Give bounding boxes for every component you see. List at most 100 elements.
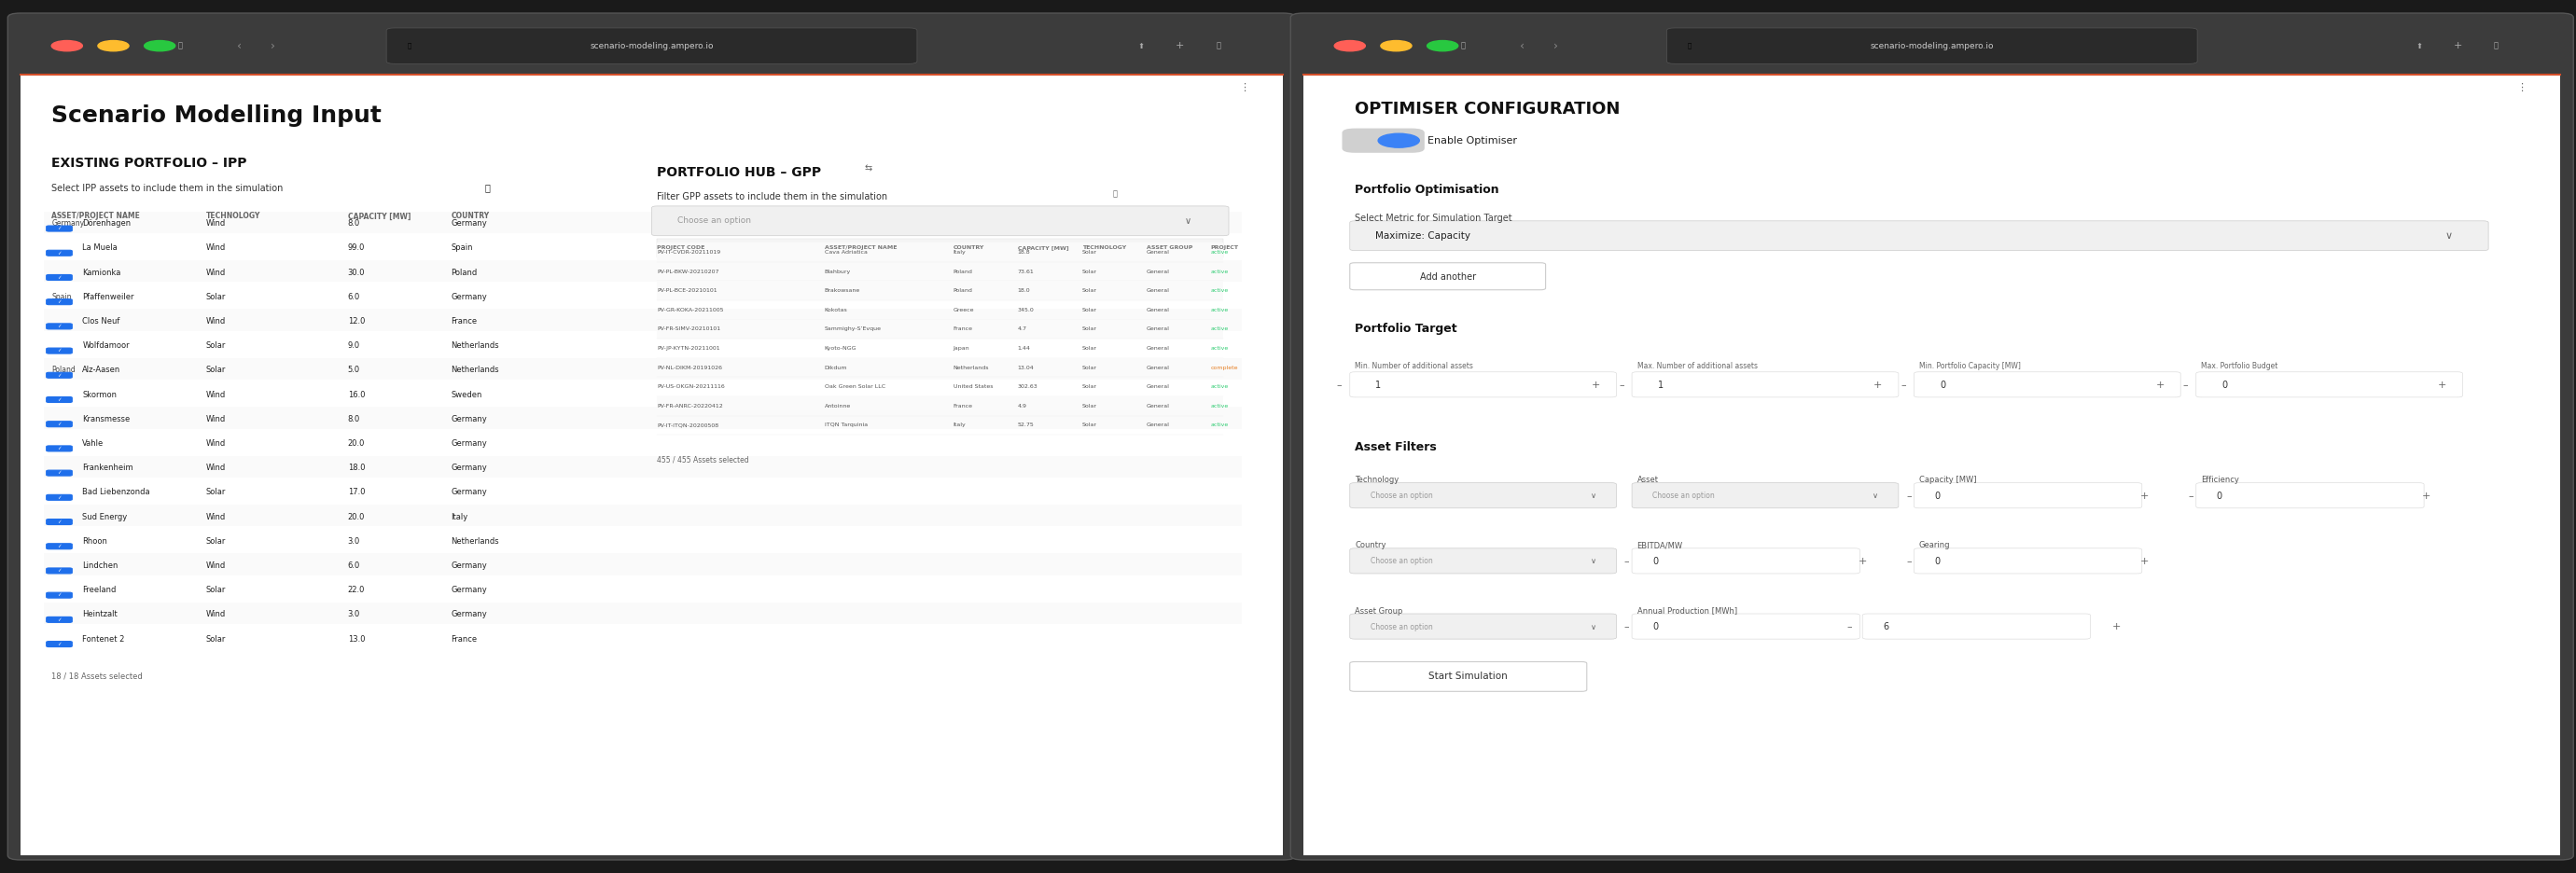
Circle shape xyxy=(1378,134,1419,148)
Text: +: + xyxy=(1873,381,1883,389)
Text: 9.0: 9.0 xyxy=(348,341,361,350)
Text: 302.63: 302.63 xyxy=(1018,384,1038,389)
Text: Select Metric for Simulation Target: Select Metric for Simulation Target xyxy=(1355,214,1512,223)
Text: Dikdum: Dikdum xyxy=(824,365,848,370)
Circle shape xyxy=(144,40,175,51)
Text: 18.0: 18.0 xyxy=(1018,288,1030,293)
Text: 3.0: 3.0 xyxy=(348,537,361,546)
Text: –: – xyxy=(2182,381,2190,389)
FancyBboxPatch shape xyxy=(44,260,1242,282)
Text: ✓: ✓ xyxy=(57,348,62,353)
FancyBboxPatch shape xyxy=(21,74,1283,856)
FancyBboxPatch shape xyxy=(46,471,72,476)
FancyBboxPatch shape xyxy=(1667,28,2197,64)
FancyBboxPatch shape xyxy=(1914,372,2182,397)
Text: 1.44: 1.44 xyxy=(1018,346,1030,351)
FancyBboxPatch shape xyxy=(46,519,72,525)
Text: Sud Energy: Sud Energy xyxy=(82,512,126,521)
Text: PV-IT-ITQN-20200508: PV-IT-ITQN-20200508 xyxy=(657,423,719,428)
FancyBboxPatch shape xyxy=(1633,483,1899,508)
Text: Brakowsane: Brakowsane xyxy=(824,288,860,293)
Text: –: – xyxy=(2187,491,2195,500)
Text: ‹: ‹ xyxy=(237,40,242,52)
Text: ∨: ∨ xyxy=(1592,491,1597,500)
Text: ∨: ∨ xyxy=(1592,557,1597,566)
Text: Efficiency: Efficiency xyxy=(2200,476,2239,485)
Text: France: France xyxy=(953,403,974,409)
Text: Capacity [MW]: Capacity [MW] xyxy=(1919,476,1976,485)
Text: Solar: Solar xyxy=(1082,346,1097,351)
Text: active: active xyxy=(1211,346,1229,351)
Text: 0: 0 xyxy=(1654,557,1659,566)
Text: active: active xyxy=(1211,384,1229,389)
Text: +: + xyxy=(2452,41,2463,51)
Text: active: active xyxy=(1211,307,1229,313)
Text: Sweden: Sweden xyxy=(451,390,482,399)
Text: Solar: Solar xyxy=(206,341,227,350)
Text: ⬜: ⬜ xyxy=(2494,42,2499,50)
Text: ✓: ✓ xyxy=(57,226,62,230)
Text: Greece: Greece xyxy=(953,307,974,313)
Text: 0: 0 xyxy=(1654,622,1659,631)
Text: complete: complete xyxy=(1211,365,1239,370)
FancyBboxPatch shape xyxy=(1633,372,1899,397)
FancyBboxPatch shape xyxy=(46,251,72,256)
Circle shape xyxy=(52,40,82,51)
Text: ⬜: ⬜ xyxy=(1216,42,1221,50)
Text: Filter GPP assets to include them in the simulation: Filter GPP assets to include them in the… xyxy=(657,192,889,202)
Text: –: – xyxy=(1337,381,1342,389)
FancyBboxPatch shape xyxy=(657,320,1224,339)
Text: –: – xyxy=(1623,622,1631,631)
Text: 5.0: 5.0 xyxy=(348,366,361,375)
FancyBboxPatch shape xyxy=(1350,372,1618,397)
Text: ⋮: ⋮ xyxy=(2517,83,2527,93)
FancyBboxPatch shape xyxy=(1914,483,2141,508)
Text: active: active xyxy=(1211,288,1229,293)
Text: active: active xyxy=(1211,423,1229,428)
Text: Pfaffenweiler: Pfaffenweiler xyxy=(82,292,134,301)
Text: ✓: ✓ xyxy=(57,251,62,255)
FancyBboxPatch shape xyxy=(1350,221,2488,251)
Text: +: + xyxy=(1175,41,1185,51)
Text: active: active xyxy=(1211,250,1229,255)
Text: ⬜: ⬜ xyxy=(178,42,183,50)
Text: COUNTRY: COUNTRY xyxy=(953,245,984,251)
FancyBboxPatch shape xyxy=(44,407,1242,429)
Text: Fontenet 2: Fontenet 2 xyxy=(82,635,124,643)
FancyBboxPatch shape xyxy=(657,281,1224,300)
Text: ∨: ∨ xyxy=(1592,622,1597,631)
Text: –: – xyxy=(1906,491,1911,500)
Text: 🔒: 🔒 xyxy=(407,43,412,49)
Text: General: General xyxy=(1146,365,1170,370)
Text: Germany: Germany xyxy=(451,292,487,301)
Text: PV-IT-CVDR-20211019: PV-IT-CVDR-20211019 xyxy=(657,250,721,255)
Text: PV-FR-ANRC-20220412: PV-FR-ANRC-20220412 xyxy=(657,403,724,409)
Text: +: + xyxy=(2141,491,2148,500)
FancyBboxPatch shape xyxy=(1914,548,2141,574)
FancyBboxPatch shape xyxy=(657,238,1224,258)
Text: Select IPP assets to include them in the simulation: Select IPP assets to include them in the… xyxy=(52,183,283,193)
Text: +: + xyxy=(1857,557,1868,566)
FancyBboxPatch shape xyxy=(657,243,1224,262)
Text: ⇆: ⇆ xyxy=(866,163,871,173)
Text: ⋮: ⋮ xyxy=(1239,83,1249,93)
Text: Asset Filters: Asset Filters xyxy=(1355,441,1437,453)
Text: 12.0: 12.0 xyxy=(348,317,366,326)
Text: PV-PL-BCE-20210101: PV-PL-BCE-20210101 xyxy=(657,288,716,293)
Text: Kamionka: Kamionka xyxy=(82,268,121,277)
Text: Wind: Wind xyxy=(206,610,227,619)
Text: 1: 1 xyxy=(1659,381,1664,389)
Text: Germany: Germany xyxy=(451,488,487,497)
Text: PV-PL-BKW-20210207: PV-PL-BKW-20210207 xyxy=(657,269,719,274)
Text: Kokotas: Kokotas xyxy=(824,307,848,313)
Text: 8.0: 8.0 xyxy=(348,415,361,423)
Text: ✓: ✓ xyxy=(57,397,62,402)
Text: Asset: Asset xyxy=(1638,476,1659,485)
Text: 6.0: 6.0 xyxy=(348,292,361,301)
Text: Oak Green Solar LLC: Oak Green Solar LLC xyxy=(824,384,886,389)
Text: 13.0: 13.0 xyxy=(348,635,366,643)
Text: ✓: ✓ xyxy=(57,617,62,622)
FancyBboxPatch shape xyxy=(46,544,72,549)
FancyBboxPatch shape xyxy=(46,495,72,500)
Text: ✓: ✓ xyxy=(57,373,62,377)
